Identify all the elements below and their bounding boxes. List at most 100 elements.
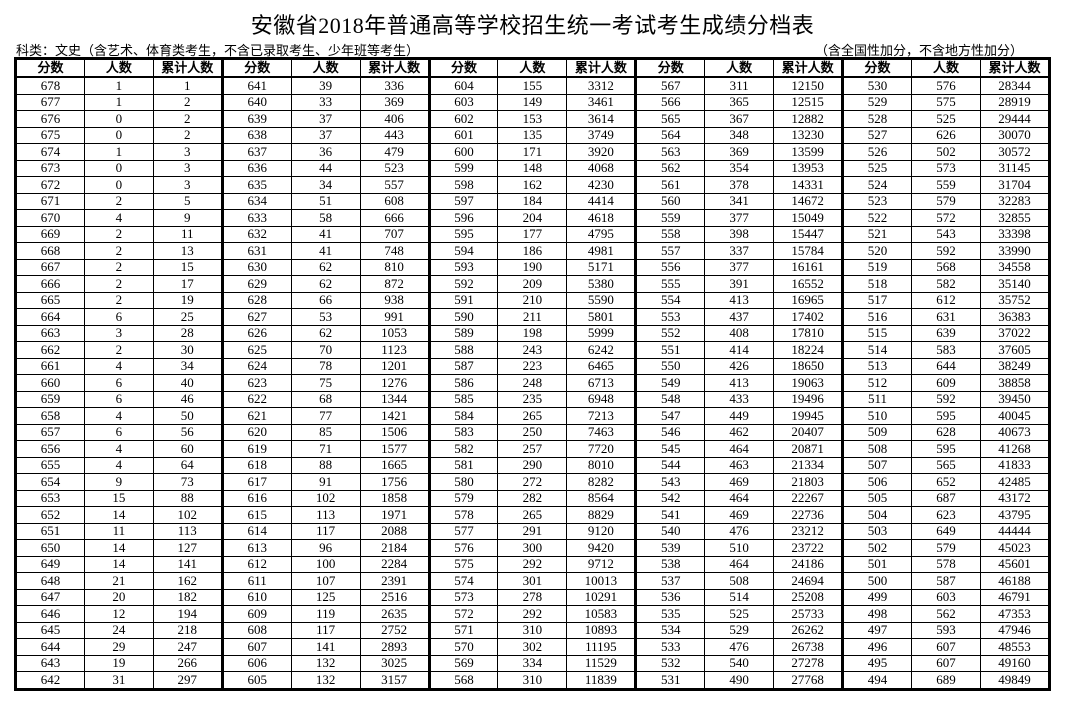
table-row: 659 6 46 622 68 1344 585 235 6948 548 433 19496 511 5… bbox=[15, 390, 1051, 408]
cumulative-cell: 14672 bbox=[773, 192, 844, 210]
count-cell: 572 bbox=[910, 209, 981, 227]
cumulative-cell: 991 bbox=[359, 308, 430, 326]
count-cell: 449 bbox=[704, 407, 775, 425]
count-cell: 578 bbox=[910, 555, 981, 573]
cumulative-cell: 28919 bbox=[979, 93, 1051, 111]
score-cell: 631 bbox=[220, 242, 292, 260]
cumulative-cell: 30070 bbox=[979, 126, 1051, 144]
score-cell: 604 bbox=[427, 76, 499, 95]
score-cell: 530 bbox=[841, 76, 912, 95]
cumulative-cell: 666 bbox=[359, 209, 430, 227]
score-cell: 611 bbox=[220, 572, 292, 590]
cumulative-header: 累计人数 bbox=[359, 58, 430, 78]
count-cell: 282 bbox=[497, 489, 568, 507]
score-cell: 670 bbox=[15, 209, 85, 227]
count-cell: 70 bbox=[290, 341, 361, 359]
cumulative-cell: 9712 bbox=[566, 555, 637, 573]
score-cell: 576 bbox=[427, 539, 499, 557]
cumulative-cell: 28344 bbox=[979, 76, 1051, 95]
count-cell: 377 bbox=[704, 258, 775, 276]
count-cell: 6 bbox=[83, 374, 154, 392]
score-cell: 654 bbox=[15, 473, 85, 491]
score-cell: 613 bbox=[220, 539, 292, 557]
count-cell: 4 bbox=[83, 440, 154, 458]
count-cell: 426 bbox=[704, 357, 775, 375]
score-cell: 545 bbox=[634, 440, 706, 458]
table-row: 655 4 64 618 88 1665 581 290 8010 544 463 21334 507 5… bbox=[15, 456, 1051, 474]
cumulative-cell: 707 bbox=[359, 225, 430, 243]
score-cell: 549 bbox=[634, 374, 706, 392]
count-cell: 0 bbox=[83, 110, 154, 128]
table-row: 674 1 3 637 36 479 600 171 3920 563 369 13599 526 502… bbox=[15, 143, 1051, 161]
count-cell: 41 bbox=[290, 242, 361, 260]
table-row: 663 3 28 626 62 1053 589 198 5999 552 408 17810 515 6… bbox=[15, 324, 1051, 342]
table-body: 678 1 1 641 39 336 604 155 3312 567 311 12150 530 576… bbox=[15, 76, 1051, 690]
count-cell: 186 bbox=[497, 242, 568, 260]
cumulative-cell: 56 bbox=[152, 423, 223, 441]
count-cell: 2 bbox=[83, 341, 154, 359]
table-row: 675 0 2 638 37 443 601 135 3749 564 348 13230 527 626… bbox=[15, 126, 1051, 144]
cumulative-cell: 1971 bbox=[359, 506, 430, 524]
count-cell: 290 bbox=[497, 456, 568, 474]
cumulative-cell: 46 bbox=[152, 390, 223, 408]
score-cell: 657 bbox=[15, 423, 85, 441]
score-cell: 569 bbox=[427, 654, 499, 672]
score-cell: 539 bbox=[634, 539, 706, 557]
score-cell: 510 bbox=[841, 407, 912, 425]
cumulative-cell: 34 bbox=[152, 357, 223, 375]
count-cell: 408 bbox=[704, 324, 775, 342]
score-cell: 638 bbox=[220, 126, 292, 144]
count-cell: 529 bbox=[704, 621, 775, 639]
count-cell: 34 bbox=[290, 176, 361, 194]
count-cell: 628 bbox=[910, 423, 981, 441]
subject-category-note: 科类：文史（含艺术、体育类考生，不含已录取考生、少年班等考生） bbox=[16, 43, 420, 58]
count-cell: 310 bbox=[497, 621, 568, 639]
cumulative-cell: 32283 bbox=[979, 192, 1051, 210]
score-cell: 614 bbox=[220, 522, 292, 540]
count-cell: 413 bbox=[704, 291, 775, 309]
cumulative-cell: 73 bbox=[152, 473, 223, 491]
score-cell: 668 bbox=[15, 242, 85, 260]
cumulative-cell: 40045 bbox=[979, 407, 1051, 425]
score-cell: 514 bbox=[841, 341, 912, 359]
cumulative-cell: 7720 bbox=[566, 440, 637, 458]
score-header: 分数 bbox=[220, 58, 292, 78]
score-cell: 582 bbox=[427, 440, 499, 458]
count-cell: 2 bbox=[83, 291, 154, 309]
score-cell: 550 bbox=[634, 357, 706, 375]
table-row: 649 14 141 612 100 2284 575 292 9712 538 464 24186 5… bbox=[15, 555, 1051, 573]
count-cell: 198 bbox=[497, 324, 568, 342]
cumulative-cell: 35752 bbox=[979, 291, 1051, 309]
cumulative-cell: 3 bbox=[152, 143, 223, 161]
count-cell: 9 bbox=[83, 473, 154, 491]
score-cell: 634 bbox=[220, 192, 292, 210]
cumulative-cell: 30 bbox=[152, 341, 223, 359]
count-cell: 1 bbox=[83, 76, 154, 95]
count-cell: 626 bbox=[910, 126, 981, 144]
cumulative-cell: 8282 bbox=[566, 473, 637, 491]
cumulative-cell: 23212 bbox=[773, 522, 844, 540]
cumulative-cell: 1123 bbox=[359, 341, 430, 359]
cumulative-cell: 8564 bbox=[566, 489, 637, 507]
count-cell: 2 bbox=[83, 258, 154, 276]
count-cell: 2 bbox=[83, 225, 154, 243]
count-cell: 378 bbox=[704, 176, 775, 194]
count-cell: 132 bbox=[290, 654, 361, 672]
cumulative-cell: 37022 bbox=[979, 324, 1051, 342]
cumulative-cell: 3312 bbox=[566, 76, 637, 95]
count-cell: 354 bbox=[704, 159, 775, 177]
score-cell: 610 bbox=[220, 588, 292, 606]
cumulative-cell: 45601 bbox=[979, 555, 1051, 573]
cumulative-cell: 10013 bbox=[566, 572, 637, 590]
count-cell: 2 bbox=[83, 192, 154, 210]
count-cell: 248 bbox=[497, 374, 568, 392]
table-row: 662 2 30 625 70 1123 588 243 6242 551 414 18224 514 5… bbox=[15, 341, 1051, 359]
cumulative-cell: 12150 bbox=[773, 76, 844, 95]
score-cell: 615 bbox=[220, 506, 292, 524]
count-cell: 565 bbox=[910, 456, 981, 474]
cumulative-cell: 2184 bbox=[359, 539, 430, 557]
count-cell: 177 bbox=[497, 225, 568, 243]
cumulative-cell: 748 bbox=[359, 242, 430, 260]
count-cell: 29 bbox=[83, 638, 154, 656]
score-cell: 596 bbox=[427, 209, 499, 227]
